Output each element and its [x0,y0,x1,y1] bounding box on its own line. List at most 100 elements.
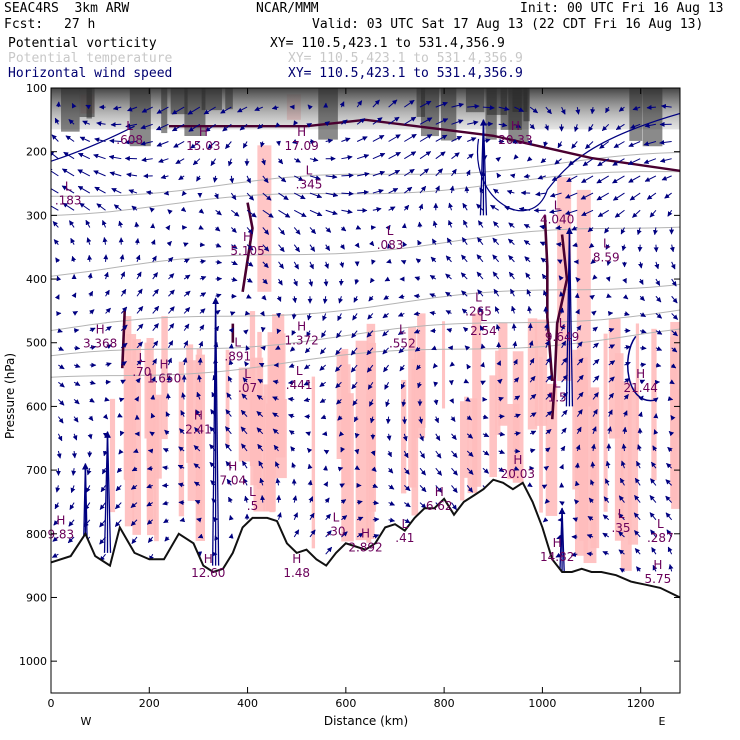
wind-vector [429,275,437,280]
wind-vector [435,151,446,160]
wind-vector [62,202,75,211]
wind-vector [480,343,486,350]
wind-vector [291,462,297,469]
wind-vector [561,340,567,349]
wind-vector [110,122,122,128]
wind-vector [667,210,673,217]
wind-vector [535,191,546,197]
wind-vector [495,156,501,163]
wind-vector [225,141,232,149]
wind-vector [543,465,549,471]
wind-vector [568,158,578,166]
wind-vector [576,325,582,331]
wind-vector [228,533,234,539]
wind-vector [131,536,138,544]
wind-vector [341,173,354,179]
wind-vector [292,296,298,304]
extremum-kind-label: L [126,119,133,133]
wind-vector [120,361,127,367]
wind-vector [241,443,248,452]
wind-vector [404,518,411,524]
wind-vector [644,175,657,182]
wind-vector [575,277,581,283]
wind-vector [322,296,328,304]
wind-vector [278,261,284,269]
extremum-kind-label: L [387,224,394,238]
wind-vector [588,124,594,132]
wind-vector [372,207,382,212]
theta-contour [51,328,680,378]
wind-vector [231,244,238,250]
extremum-value-label: .35 [611,521,630,535]
wind-vector [309,529,316,538]
wind-vector [183,307,191,314]
wind-vector [237,106,248,113]
extremum-value-label: .07 [238,381,257,395]
wind-vector [619,477,625,486]
wind-vector [167,257,174,263]
terrain-outline [51,478,680,599]
wind-vector [353,416,359,423]
wind-vector [370,450,376,456]
wind-vector [597,209,610,218]
wind-vector [173,141,185,148]
wind-vector [119,430,125,437]
wind-vector [356,136,368,142]
wind-vector [461,237,468,245]
wind-vector [417,382,422,389]
wind-vector [118,220,124,228]
pv-shading-streak [272,314,285,405]
wind-vector [125,123,138,129]
wind-vector [240,426,248,435]
wind-vector [156,141,169,147]
wind-vector [114,519,122,527]
wind-vector [581,175,594,184]
wind-vector [605,460,611,469]
wind-vector [615,123,625,130]
wind-vector [388,116,400,125]
wind-vector [618,531,625,538]
wind-vector [561,409,568,417]
wind-vector [246,244,254,251]
wind-vector [70,237,76,245]
wind-vector [262,227,270,235]
wind-vector [93,153,106,160]
wind-vector [627,158,641,165]
wind-vector [181,392,187,400]
wind-vector [69,502,75,510]
x-tick-label: 600 [335,697,356,710]
wind-vector [353,296,359,303]
wind-vector [498,106,510,112]
extremum-value-label: 5.75 [645,572,672,586]
variable-xy-theta: XY= 110.5,423.1 to 531.4,356.9 [288,51,523,66]
wind-vector [493,288,500,297]
wind-vector [429,310,436,316]
wind-vector [498,122,508,128]
init-time: Init: 00 UTC Fri 16 Aug 13 [520,1,724,16]
wind-vector [162,465,169,471]
wind-vector [225,443,232,452]
wind-vector [449,398,454,404]
wind-vector [368,240,375,247]
wind-vector [354,242,360,249]
extremum-kind-label: L [399,323,406,337]
wind-vector [404,133,417,142]
wind-vector [372,534,380,539]
wind-vector [419,117,433,125]
wind-vector [165,411,171,417]
wind-vector [417,239,423,246]
x-tick-label: 400 [237,697,258,710]
y-tick-label: 900 [26,591,47,604]
wind-vector [241,460,248,469]
wind-vector [309,244,316,252]
wind-vector [637,444,642,452]
wind-vector [354,278,360,285]
wind-vector [451,433,457,441]
wind-vector [430,256,437,263]
wind-vector [242,141,248,149]
wind-vector [604,478,610,486]
wind-vector [388,517,396,523]
wind-vector [539,224,546,230]
wind-vector [386,433,392,441]
wind-vector [493,221,500,228]
